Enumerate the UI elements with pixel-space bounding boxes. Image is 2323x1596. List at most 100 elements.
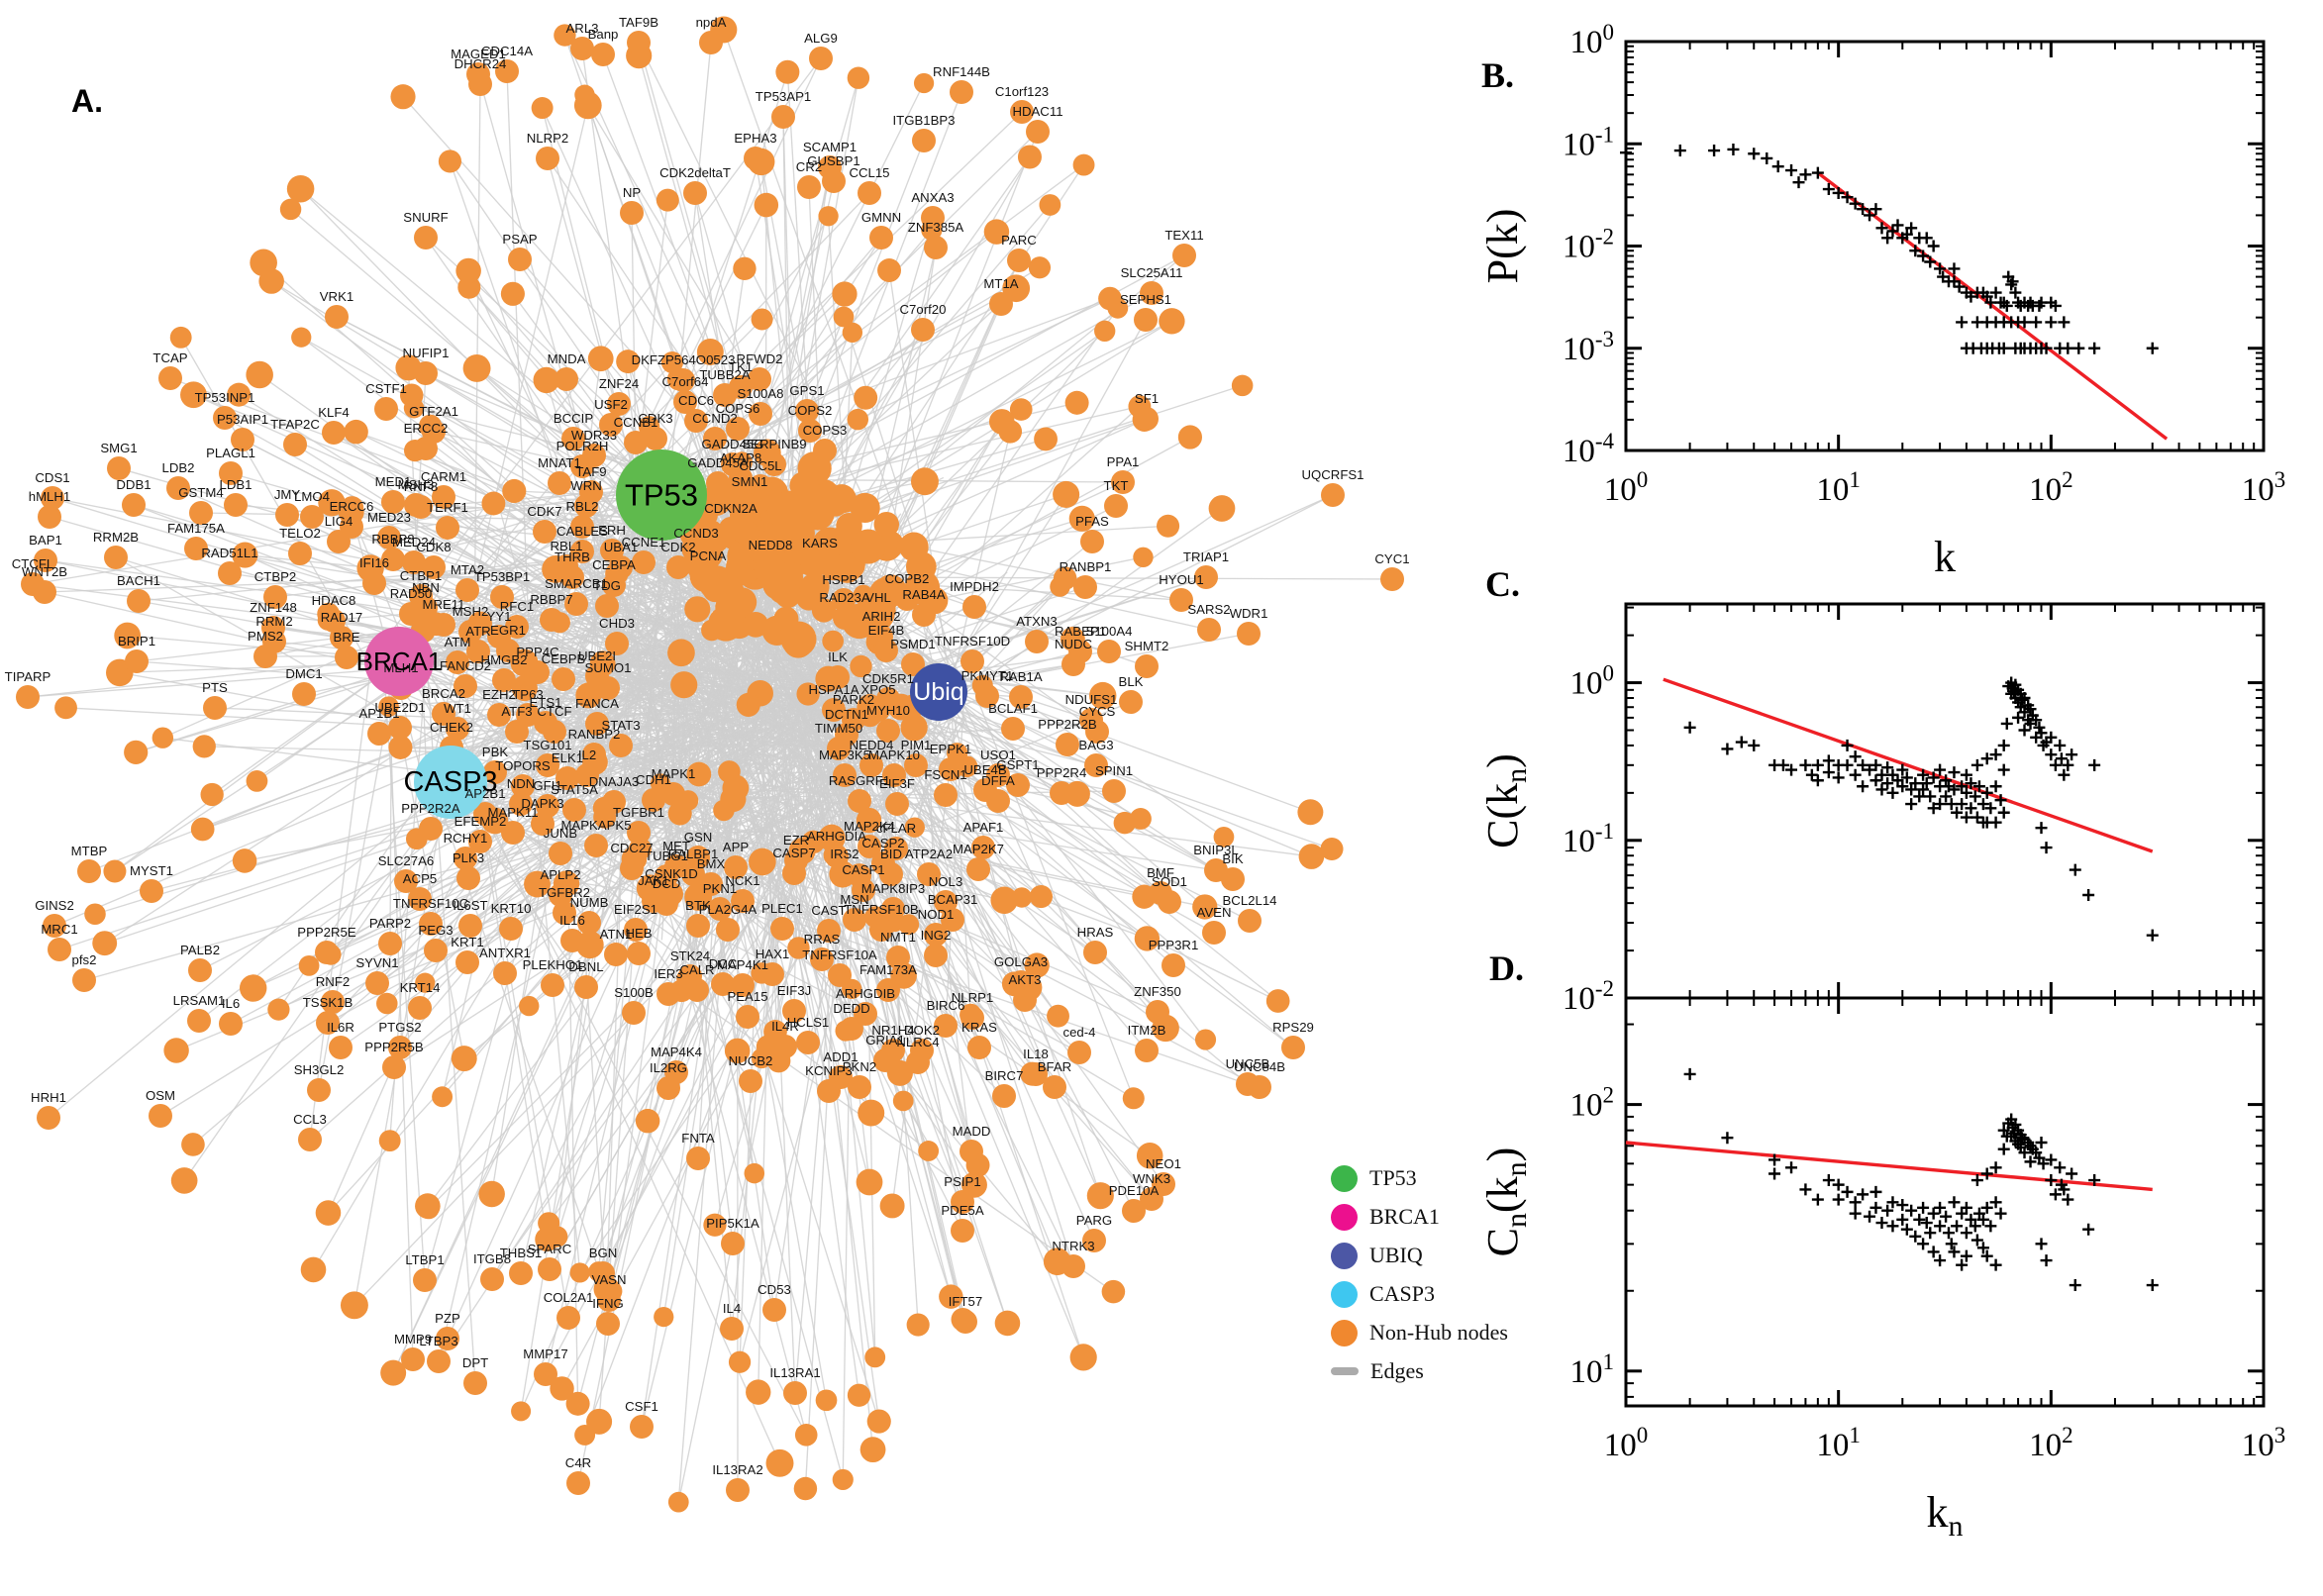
network-node[interactable] bbox=[408, 887, 432, 911]
network-node[interactable] bbox=[635, 1108, 660, 1134]
network-node[interactable] bbox=[560, 929, 584, 952]
network-node[interactable] bbox=[1024, 952, 1050, 978]
network-node[interactable] bbox=[858, 1099, 885, 1127]
network-node[interactable] bbox=[924, 923, 948, 947]
network-node[interactable] bbox=[989, 292, 1013, 316]
network-node[interactable] bbox=[432, 1086, 454, 1108]
network-node[interactable] bbox=[509, 792, 533, 816]
network-node[interactable] bbox=[365, 971, 389, 995]
network-node[interactable] bbox=[911, 318, 935, 342]
network-node[interactable] bbox=[686, 761, 712, 787]
network-node[interactable] bbox=[1047, 1004, 1069, 1028]
network-node[interactable] bbox=[864, 1347, 886, 1368]
network-node[interactable] bbox=[556, 1306, 580, 1330]
network-node[interactable] bbox=[900, 714, 928, 742]
network-node[interactable] bbox=[380, 1359, 407, 1386]
network-node[interactable] bbox=[84, 903, 106, 926]
network-node[interactable] bbox=[103, 859, 127, 883]
network-node[interactable] bbox=[791, 492, 823, 524]
network-node[interactable] bbox=[1159, 308, 1185, 335]
network-node[interactable] bbox=[596, 676, 620, 700]
network-node[interactable] bbox=[378, 696, 399, 717]
network-node[interactable] bbox=[239, 974, 267, 1002]
network-node[interactable] bbox=[833, 862, 857, 886]
network-node[interactable] bbox=[817, 1079, 841, 1103]
network-node[interactable] bbox=[422, 555, 446, 579]
network-node[interactable] bbox=[941, 908, 964, 932]
network-node[interactable] bbox=[575, 763, 599, 787]
network-node[interactable] bbox=[627, 31, 651, 54]
network-node[interactable] bbox=[1034, 427, 1058, 451]
network-node[interactable] bbox=[454, 847, 477, 870]
network-node[interactable] bbox=[703, 427, 727, 450]
network-node[interactable] bbox=[884, 837, 908, 860]
network-node[interactable] bbox=[1009, 398, 1033, 421]
network-node[interactable] bbox=[605, 632, 629, 655]
network-node[interactable] bbox=[607, 392, 631, 416]
network-node[interactable] bbox=[1321, 483, 1345, 507]
hub-node-casp3[interactable] bbox=[414, 746, 487, 819]
network-node[interactable] bbox=[833, 763, 857, 787]
network-node[interactable] bbox=[597, 1288, 621, 1312]
network-node[interactable] bbox=[910, 1039, 934, 1062]
network-node[interactable] bbox=[114, 622, 142, 649]
network-node[interactable] bbox=[586, 1408, 613, 1435]
network-node[interactable] bbox=[895, 587, 919, 611]
network-node[interactable] bbox=[754, 192, 779, 218]
network-node[interactable] bbox=[550, 1376, 574, 1401]
network-node[interactable] bbox=[1088, 681, 1117, 710]
network-node[interactable] bbox=[505, 720, 529, 744]
network-node[interactable] bbox=[901, 652, 925, 676]
network-node[interactable] bbox=[478, 1180, 505, 1208]
network-node[interactable] bbox=[836, 512, 862, 540]
network-node[interactable] bbox=[659, 882, 683, 906]
network-node[interactable] bbox=[799, 572, 830, 603]
network-node[interactable] bbox=[988, 409, 1015, 435]
network-node[interactable] bbox=[713, 383, 737, 407]
network-node[interactable] bbox=[458, 620, 482, 644]
network-node[interactable] bbox=[543, 720, 566, 744]
network-node[interactable] bbox=[1237, 622, 1261, 646]
network-node[interactable] bbox=[509, 1261, 533, 1285]
network-node[interactable] bbox=[912, 129, 936, 152]
network-node[interactable] bbox=[951, 1219, 974, 1243]
network-node[interactable] bbox=[832, 1468, 854, 1491]
network-node[interactable] bbox=[622, 1001, 646, 1025]
network-node[interactable] bbox=[170, 1167, 198, 1194]
network-node[interactable] bbox=[414, 361, 438, 385]
network-node[interactable] bbox=[684, 596, 711, 623]
network-node[interactable] bbox=[1073, 575, 1097, 599]
network-node[interactable] bbox=[531, 812, 555, 836]
network-node[interactable] bbox=[77, 859, 101, 883]
network-node[interactable] bbox=[1064, 390, 1089, 415]
network-node[interactable] bbox=[683, 181, 707, 205]
network-node[interactable] bbox=[1162, 953, 1185, 977]
network-node[interactable] bbox=[917, 862, 941, 886]
network-node[interactable] bbox=[125, 649, 149, 673]
network-node[interactable] bbox=[858, 181, 881, 205]
network-node[interactable] bbox=[1122, 1199, 1146, 1223]
network-node[interactable] bbox=[381, 490, 405, 514]
network-node[interactable] bbox=[716, 918, 740, 942]
network-node[interactable] bbox=[596, 1312, 620, 1336]
network-node[interactable] bbox=[388, 1036, 412, 1059]
network-node[interactable] bbox=[1194, 565, 1218, 589]
network-node[interactable] bbox=[298, 955, 320, 976]
network-node[interactable] bbox=[564, 592, 588, 616]
network-node[interactable] bbox=[536, 753, 559, 777]
network-node[interactable] bbox=[414, 437, 438, 460]
network-node[interactable] bbox=[686, 1147, 710, 1170]
network-node[interactable] bbox=[912, 603, 936, 627]
network-node[interactable] bbox=[843, 908, 866, 932]
hub-node-tp53[interactable] bbox=[616, 449, 707, 541]
network-node[interactable] bbox=[602, 573, 626, 597]
network-node[interactable] bbox=[1068, 505, 1095, 532]
network-node[interactable] bbox=[1380, 567, 1404, 591]
network-node[interactable] bbox=[367, 722, 391, 746]
network-node[interactable] bbox=[189, 501, 213, 525]
network-node[interactable] bbox=[1204, 858, 1228, 882]
network-node[interactable] bbox=[873, 511, 900, 538]
network-node[interactable] bbox=[886, 946, 910, 969]
network-node[interactable] bbox=[847, 408, 869, 431]
network-node[interactable] bbox=[180, 381, 207, 409]
